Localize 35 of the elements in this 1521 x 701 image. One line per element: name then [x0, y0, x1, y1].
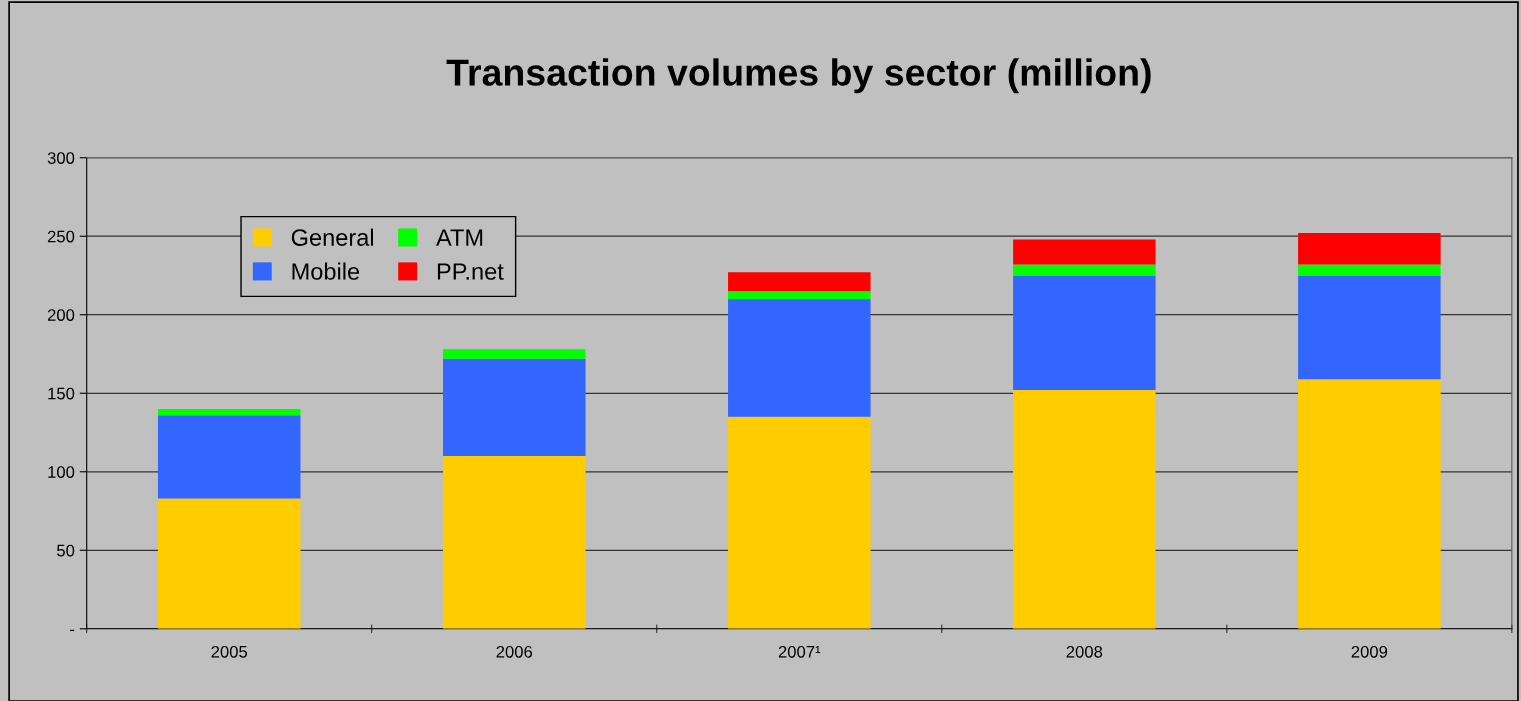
- legend-label: General: [291, 228, 374, 246]
- y-tick-label: 200: [47, 309, 75, 321]
- bar: [442, 456, 586, 629]
- y-tick-label: 100: [48, 466, 75, 478]
- bar: [1298, 264, 1441, 276]
- x-tick-label: 2005: [211, 645, 248, 658]
- bar: [1013, 239, 1156, 265]
- x-tick-label: 2007¹: [778, 645, 821, 658]
- x-tick-label: 2009: [1351, 645, 1388, 658]
- bar: [728, 299, 871, 417]
- bar: [442, 349, 586, 359]
- legend-label: PP.net: [437, 263, 504, 280]
- bar: [442, 358, 586, 457]
- x-tick-label: 2006: [496, 645, 533, 658]
- x-tick-label: 2008: [1066, 645, 1103, 658]
- bar: [157, 408, 301, 416]
- bar: [728, 272, 871, 292]
- bar: [1013, 264, 1156, 276]
- bar: [728, 291, 871, 300]
- bar: [1298, 275, 1441, 380]
- bar: [728, 416, 871, 629]
- bar: [157, 415, 301, 499]
- chart-title: Transaction volumes by sector (million): [446, 58, 1151, 94]
- y-tick-label: -: [70, 629, 75, 632]
- y-tick-label: 300: [47, 152, 75, 164]
- bar: [1013, 275, 1156, 391]
- y-tick-label: 250: [47, 230, 75, 243]
- bar: [1298, 379, 1441, 629]
- bar: [157, 498, 301, 629]
- y-tick-label: 150: [48, 387, 75, 400]
- bar: [1298, 233, 1441, 265]
- legend-label: ATM: [436, 229, 483, 246]
- legend-label: Mobile: [292, 262, 360, 280]
- y-tick-label: 50: [57, 544, 75, 557]
- bar: [1013, 390, 1156, 629]
